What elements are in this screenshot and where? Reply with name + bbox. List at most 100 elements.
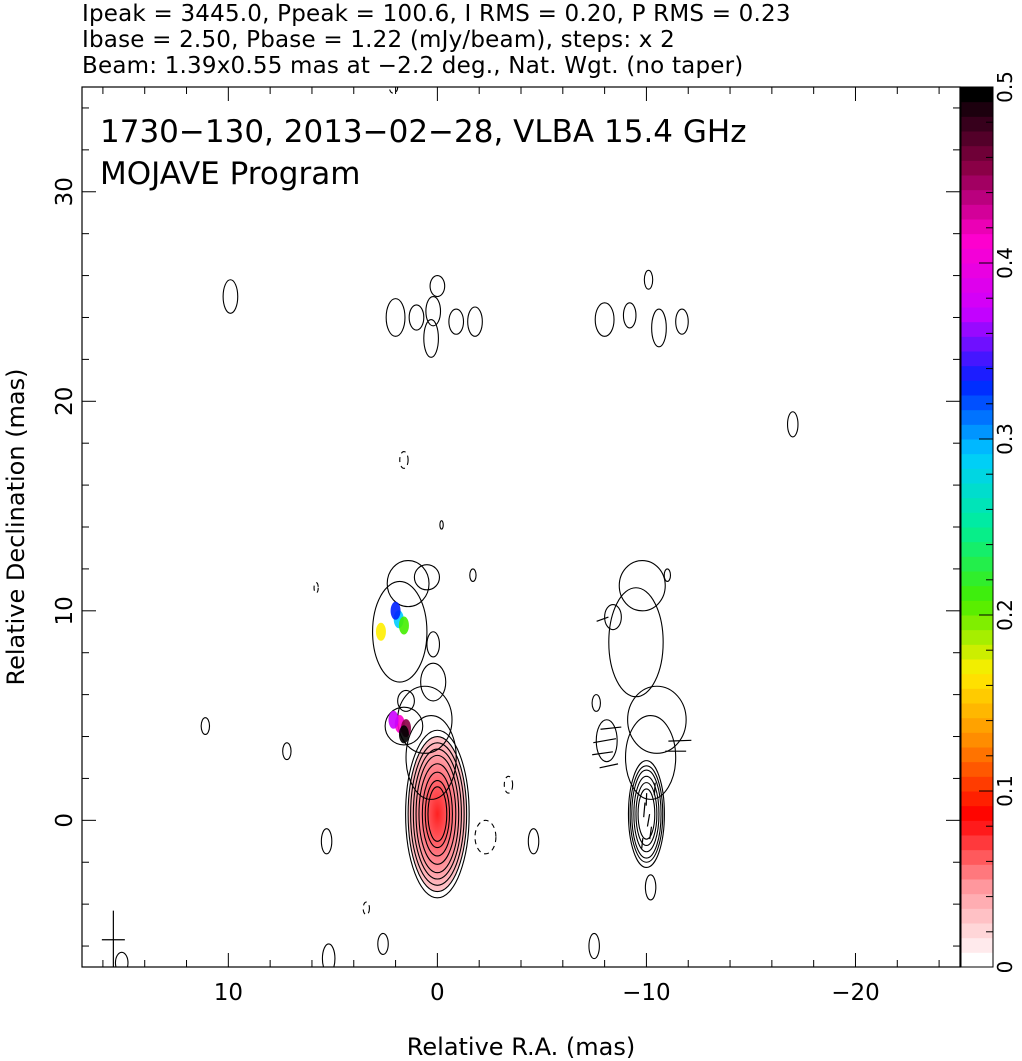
jet-contour-right	[627, 685, 687, 754]
pol-vector	[592, 751, 613, 756]
isolated-contour	[448, 308, 465, 335]
jet-contour-right	[618, 559, 666, 612]
colorbar-cell	[961, 629, 993, 645]
colorbar-cell	[961, 321, 993, 337]
pol-vector	[653, 782, 656, 796]
map-layer	[101, 87, 799, 967]
colorbar-cell	[961, 541, 993, 557]
colorbar-cell	[961, 453, 993, 469]
header-line-3: Beam: 1.39x0.55 mas at −2.2 deg., Nat. W…	[82, 53, 744, 79]
isolated-contour	[643, 269, 654, 290]
colorbar-cell	[961, 952, 993, 968]
header-line-2: Ibase = 2.50, Pbase = 1.22 (mJy/beam), s…	[82, 27, 675, 53]
isolated-contour	[469, 568, 477, 583]
colorbar-cell	[961, 659, 993, 675]
pol-vector	[646, 814, 651, 827]
core-contour-left	[421, 771, 453, 857]
colorbar-cell	[961, 879, 993, 895]
colorbar-cell	[961, 717, 993, 733]
colorbar-cell	[961, 145, 993, 161]
x-tick-label: −20	[831, 980, 880, 1006]
colorbar-cell	[961, 791, 993, 807]
colorbar-cell	[961, 424, 993, 440]
colorbar-cell	[961, 893, 993, 909]
colorbar-cell	[961, 248, 993, 264]
colorbar-cell	[961, 365, 993, 381]
chart-subtitle: MOJAVE Program	[100, 156, 360, 192]
colorbar-cell	[961, 380, 993, 396]
colorbar-cell	[961, 776, 993, 792]
jet-contour-left	[397, 689, 415, 712]
x-tick-label: 0	[430, 980, 445, 1006]
isolated-contour	[385, 298, 406, 337]
pol-vector	[668, 739, 692, 742]
core-contour-right	[635, 782, 658, 847]
isolated-contour	[377, 932, 389, 955]
isolated-contour	[429, 275, 446, 298]
pol-vector	[643, 802, 646, 818]
colorbar-cell	[961, 175, 993, 191]
pol-spot	[375, 622, 386, 641]
pol-vector	[596, 616, 609, 622]
colorbar-cell	[961, 644, 993, 660]
colorbar-cell	[961, 263, 993, 279]
pol-vector	[599, 763, 619, 769]
colorbar-tick-label: 0	[993, 961, 1017, 974]
isolated-contour	[651, 308, 667, 348]
pol-spot	[388, 710, 399, 729]
jet-contour-left	[420, 662, 447, 702]
y-tick-label: 20	[52, 387, 78, 416]
colorbar-cell	[961, 615, 993, 631]
core-fill	[408, 736, 467, 892]
colorbar-tick-label: 0.5	[993, 71, 1017, 103]
colorbar-tick-label: 0.4	[993, 247, 1017, 279]
isolated-contour	[282, 742, 292, 761]
colorbar-cell	[961, 908, 993, 924]
pol-vector	[641, 838, 644, 849]
pol-spot	[398, 725, 409, 744]
colorbar-cell	[961, 688, 993, 704]
x-axis-label: Relative R.A. (mas)	[407, 1033, 635, 1061]
core-contour-right	[631, 769, 662, 859]
core-contour-left	[424, 779, 451, 849]
y-tick-label: 30	[52, 177, 78, 206]
chart-title: 1730−130, 2013−02−28, VLBA 15.4 GHz	[100, 114, 746, 150]
isolated-contour	[663, 568, 672, 583]
plot-frame	[81, 86, 961, 968]
negative-contour	[313, 581, 319, 594]
colorbar-cell	[961, 805, 993, 821]
negative-contour	[399, 451, 409, 469]
colorbar-cell	[961, 131, 993, 147]
isolated-contour	[408, 304, 425, 331]
x-tick-label: 10	[214, 980, 243, 1006]
colorbar-cell	[961, 233, 993, 249]
core-contour-right	[627, 760, 665, 869]
core-contour-left	[410, 742, 465, 886]
core-contour-right	[629, 765, 664, 863]
colorbar-cell	[961, 292, 993, 308]
core-contour-left	[407, 735, 468, 893]
colorbar-cell	[961, 439, 993, 455]
isolated-contour	[594, 302, 615, 337]
jet-contour-left	[405, 715, 457, 800]
isolated-contour	[527, 828, 540, 855]
colorbar-cell	[961, 277, 993, 293]
isolated-contour	[114, 951, 129, 967]
negative-contour	[362, 901, 370, 916]
colorbar-cell	[961, 160, 993, 176]
colorbar-cell	[961, 307, 993, 323]
core-contour-left	[405, 729, 470, 899]
pol-vector	[593, 738, 617, 744]
pol-vector	[600, 726, 622, 730]
isolated-contour	[675, 308, 689, 335]
y-tick-label: 0	[52, 813, 78, 828]
y-tick-label: 10	[52, 596, 78, 625]
isolated-contour	[467, 306, 483, 337]
colorbar-cell	[961, 351, 993, 367]
isolated-contour	[595, 719, 618, 763]
isolated-contour	[786, 411, 799, 438]
colorbar-cell	[961, 101, 993, 117]
pol-spot	[390, 601, 401, 620]
colorbar-cell	[961, 849, 993, 865]
